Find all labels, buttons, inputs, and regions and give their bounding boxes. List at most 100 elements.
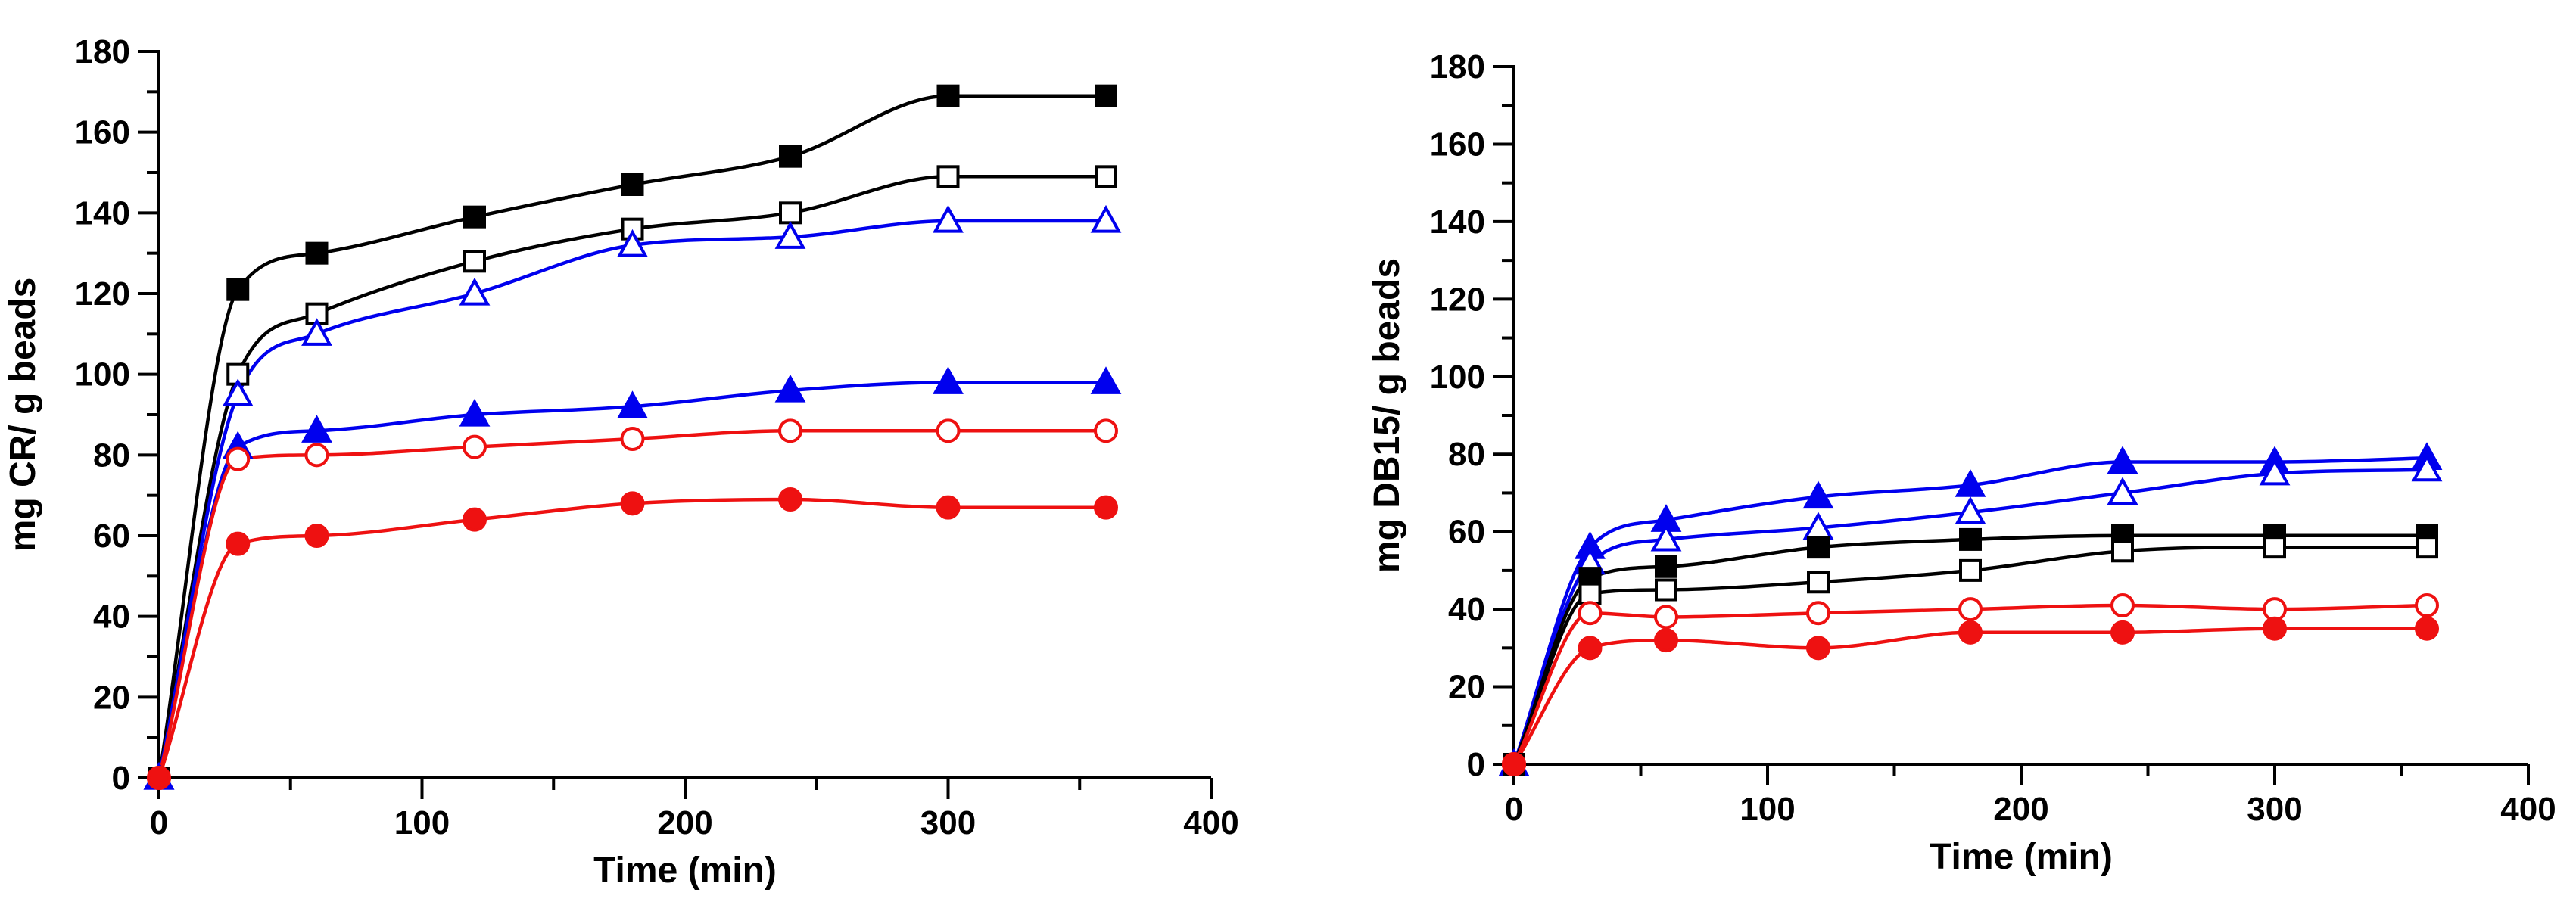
data-point-red-open-circle — [2415, 592, 2439, 617]
y-tick-label: 60 — [1448, 514, 1485, 551]
data-point-red-filled-circle — [1094, 495, 1118, 520]
data-point-blue-open-triangle — [774, 221, 806, 249]
data-point-red-filled-circle — [1654, 628, 1678, 653]
chart-db15-adsorption: 0 100 200 300 400 0 20 40 60 80 100 120 140 160 180 Tim… — [1367, 48, 2556, 877]
data-point-blue-open-triangle — [933, 204, 964, 233]
x-axis-title: Time (min) — [1930, 837, 2113, 877]
data-point-red-open-circle — [778, 418, 802, 443]
data-point-red-open-circle — [1094, 418, 1118, 443]
y-tick-label: 80 — [1448, 436, 1485, 473]
data-point-red-open-circle — [1578, 601, 1603, 626]
y-tick-label: 40 — [93, 599, 130, 636]
data-point-red-open-circle — [620, 427, 645, 451]
data-point-black-open-square — [1095, 165, 1117, 188]
data-point-red-filled-circle — [1806, 636, 1830, 661]
y-tick-label: 60 — [93, 518, 130, 555]
data-point-red-filled-circle — [226, 531, 251, 556]
data-point-red-filled-circle — [2415, 616, 2439, 641]
data-point-red-filled-circle — [2110, 620, 2135, 645]
data-point-blue-filled-triangle — [1955, 469, 1986, 497]
y-tick-label: 180 — [75, 33, 130, 70]
data-point-red-filled-circle — [620, 491, 645, 516]
data-point-red-open-circle — [2110, 592, 2135, 617]
x-tick-label: 0 — [150, 804, 168, 841]
data-point-black-filled-square — [1655, 555, 1677, 578]
data-point-red-filled-circle — [778, 487, 802, 512]
x-tick-label: 0 — [1505, 791, 1523, 828]
data-point-blue-filled-triangle — [459, 398, 491, 427]
data-point-black-filled-square — [305, 241, 329, 265]
y-tick-label: 20 — [93, 679, 130, 716]
data-point-black-open-square — [779, 201, 802, 225]
series-line-blue-open-triangle — [157, 219, 1106, 779]
data-point-black-open-square — [2263, 536, 2286, 559]
data-point-red-open-circle — [1806, 601, 1830, 626]
x-tick-label: 300 — [2247, 791, 2302, 828]
x-tick-label: 100 — [1740, 791, 1795, 828]
x-tick-label: 200 — [657, 804, 712, 841]
data-point-black-open-square — [1578, 582, 1602, 605]
y-tick-label: 100 — [75, 356, 130, 393]
data-point-red-filled-circle — [936, 495, 961, 520]
data-point-black-filled-square — [621, 173, 644, 196]
series-line-red-filled-circle — [1512, 627, 2427, 766]
data-point-blue-open-triangle — [1090, 204, 1122, 233]
data-point-black-filled-square — [1959, 527, 1982, 551]
data-point-blue-open-triangle — [1650, 523, 1682, 552]
y-tick-label: 120 — [1430, 281, 1485, 318]
data-point-blue-filled-triangle — [933, 366, 964, 394]
data-point-red-filled-circle — [1578, 636, 1603, 661]
series-line-black-filled-square — [157, 94, 1106, 779]
data-point-black-open-square — [1959, 558, 1982, 582]
x-tick-label: 200 — [1993, 791, 2048, 828]
data-point-black-open-square — [2416, 536, 2438, 559]
data-point-black-filled-square — [936, 84, 960, 107]
y-tick-label: 20 — [1448, 669, 1485, 706]
data-point-red-open-circle — [1958, 597, 1983, 622]
data-point-black-open-square — [463, 250, 486, 273]
y-tick-label: 140 — [1430, 204, 1485, 241]
data-point-blue-open-triangle — [459, 277, 491, 306]
y-tick-label: 0 — [1467, 746, 1485, 783]
data-point-blue-open-triangle — [617, 229, 648, 257]
data-point-blue-open-triangle — [1955, 496, 1986, 524]
data-point-blue-filled-triangle — [1090, 366, 1122, 394]
data-point-red-filled-circle — [1502, 752, 1526, 776]
data-point-red-open-circle — [936, 418, 961, 443]
data-point-black-filled-square — [1095, 84, 1117, 107]
y-tick-label: 100 — [1430, 359, 1485, 396]
y-tick-label: 160 — [75, 114, 130, 151]
chart-cr-adsorption: 0 100 200 300 400 0 20 40 60 80 100 120 140 160 180 Tim… — [3, 33, 1239, 891]
x-tick-label: 400 — [2500, 791, 2556, 828]
series-line-black-open-square — [157, 175, 1106, 779]
y-axis-title: mg DB15/ g beads — [1367, 258, 1407, 573]
data-point-blue-filled-triangle — [774, 374, 806, 403]
y-tick-label: 0 — [112, 760, 130, 797]
x-axis-title: Time (min) — [593, 851, 777, 891]
data-point-red-filled-circle — [463, 507, 487, 532]
data-point-blue-open-triangle — [222, 378, 254, 406]
data-point-blue-filled-triangle — [1802, 480, 1834, 509]
y-axis-title: mg CR/ g beads — [3, 278, 43, 552]
data-point-blue-filled-triangle — [301, 415, 332, 443]
data-point-black-filled-square — [463, 205, 486, 229]
data-point-red-open-circle — [1654, 605, 1678, 630]
data-point-blue-open-triangle — [2411, 453, 2443, 482]
data-point-red-open-circle — [304, 443, 329, 468]
data-point-black-open-square — [936, 165, 960, 188]
x-tick-label: 400 — [1183, 804, 1238, 841]
y-tick-label: 160 — [1430, 126, 1485, 163]
data-point-red-filled-circle — [147, 766, 171, 790]
y-tick-label: 180 — [1430, 48, 1485, 86]
data-point-red-open-circle — [463, 434, 487, 459]
data-point-black-filled-square — [1807, 536, 1830, 559]
data-point-red-filled-circle — [1958, 620, 1983, 645]
data-point-red-filled-circle — [304, 524, 329, 548]
series-line-red-open-circle — [157, 429, 1106, 779]
data-point-red-open-circle — [226, 446, 251, 471]
data-point-red-filled-circle — [2263, 616, 2287, 641]
y-tick-label: 80 — [93, 437, 130, 474]
data-point-blue-open-triangle — [2259, 457, 2291, 486]
series-line-red-filled-circle — [157, 497, 1106, 779]
data-point-blue-open-triangle — [2107, 477, 2138, 505]
